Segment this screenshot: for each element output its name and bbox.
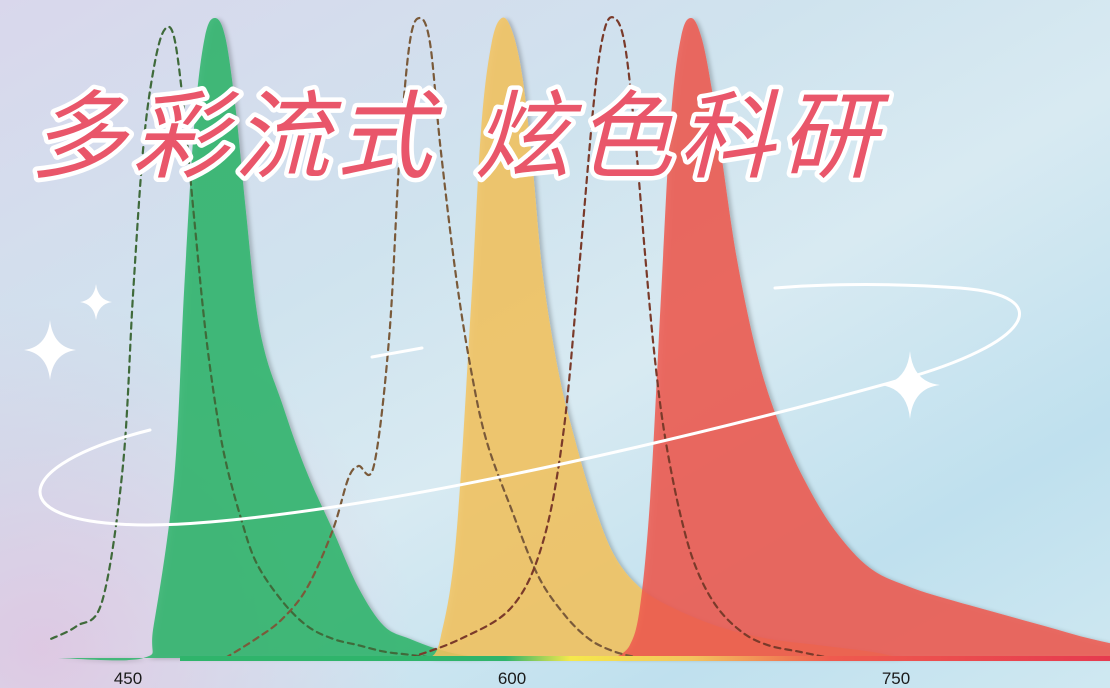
sparkle-large-icon <box>24 320 76 380</box>
orbit-ring <box>38 283 1021 527</box>
x-axis-ticks: 450 600 750 <box>114 669 910 688</box>
green-excitation-line <box>50 25 437 660</box>
x-tick-label-450: 450 <box>114 669 142 688</box>
yellow-excitation-line <box>224 16 642 660</box>
chart-title: 多彩流式 炫色科研 <box>30 81 891 193</box>
orbit-ring-segment <box>370 346 424 359</box>
red-emission-area <box>614 18 1110 658</box>
yellow-emission-area <box>430 17 902 659</box>
x-axis-baseline <box>180 656 1110 661</box>
excitation-lines <box>50 16 831 660</box>
emission-areas <box>56 17 1110 661</box>
x-tick-label-750: 750 <box>882 669 910 688</box>
x-tick-label-600: 600 <box>498 669 526 688</box>
red-excitation-line <box>408 16 831 660</box>
sparkle-small-icon <box>80 284 112 320</box>
sparkle-right-icon <box>880 351 940 419</box>
green-emission-area <box>56 18 487 661</box>
